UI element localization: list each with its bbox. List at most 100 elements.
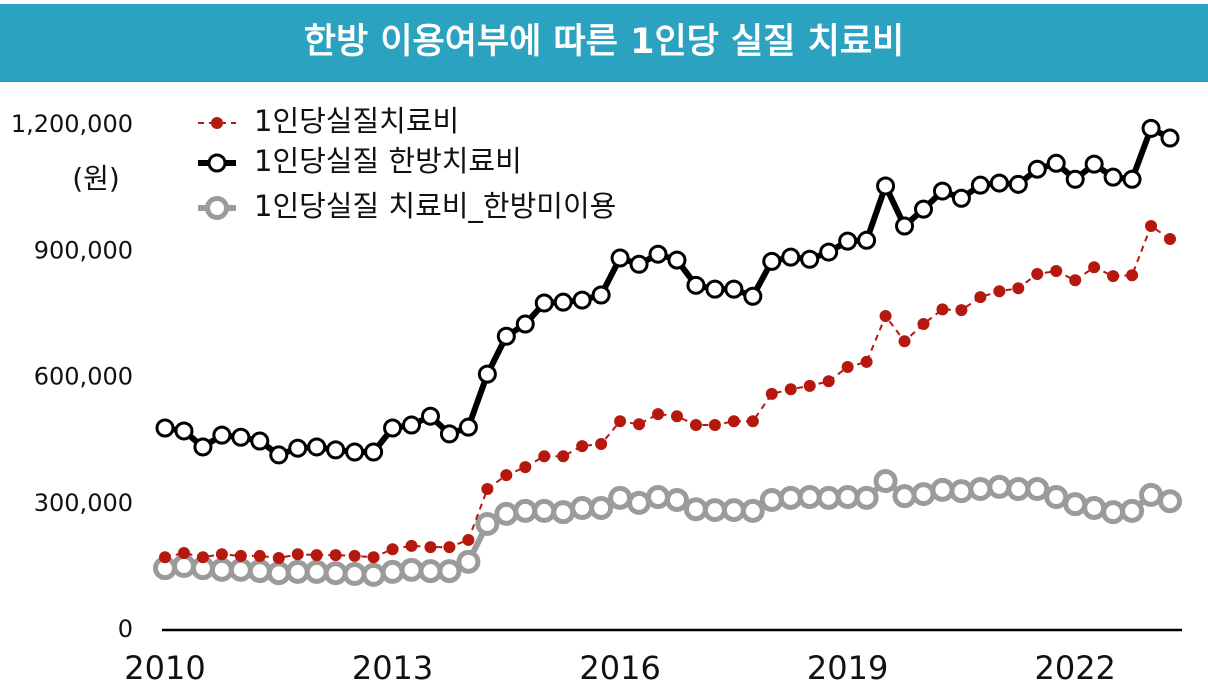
point [708,419,721,432]
x-tick-label: 2022 [1034,649,1115,687]
point [689,419,702,432]
point [532,498,557,523]
point [1025,477,1050,502]
point [876,176,896,196]
point [234,549,247,562]
point [892,484,917,509]
point [174,421,194,441]
point [955,304,968,317]
point [307,437,327,457]
point [500,469,513,482]
point [633,418,646,431]
point [572,290,592,310]
point [538,450,551,463]
point [835,485,860,510]
point [784,383,797,396]
point [591,285,611,305]
point [803,379,816,392]
point [1044,485,1069,510]
point [367,551,380,564]
point [1101,500,1126,525]
point [664,487,689,512]
point [917,318,930,331]
point [155,418,175,438]
point [247,559,272,584]
point [614,415,627,428]
point [1069,274,1082,287]
point [494,501,519,526]
point [405,539,418,552]
series [159,220,1176,565]
point [993,285,1006,298]
point [1126,269,1139,282]
point [253,549,266,562]
point [727,415,740,428]
point [215,548,228,561]
point [970,175,990,195]
y-tick-label: 600,000 [34,363,133,391]
point [610,248,630,268]
y-unit: (원) [72,162,120,195]
point [481,483,494,496]
point [930,477,955,502]
point [936,303,949,316]
point [310,549,323,562]
point [759,487,784,512]
series-line [164,225,1171,560]
point [841,360,854,373]
point [420,406,440,426]
point [345,442,365,462]
point [291,548,304,561]
point [974,291,987,304]
point [746,415,759,428]
x-tick-label: 2016 [579,649,660,687]
point [326,440,346,460]
point [269,445,289,465]
point [570,495,595,520]
point [667,250,687,270]
point [266,561,291,586]
point [1031,267,1044,280]
point [838,231,858,251]
point [551,500,576,525]
point [576,440,589,453]
point [515,314,535,334]
legend-label: 1인당실질치료비 [254,104,459,138]
point [1012,282,1025,295]
series [155,118,1180,465]
point [819,242,839,262]
point [670,410,683,423]
point [323,561,348,586]
point [402,415,422,435]
x-tick-label: 2013 [352,649,433,687]
point [879,310,892,323]
point [822,375,835,388]
point [1139,482,1164,507]
title-band [0,4,1208,82]
y-tick-label: 300,000 [34,489,133,517]
point [250,431,270,451]
point [1122,169,1142,189]
point [765,387,778,400]
point [686,275,706,295]
point [534,293,554,313]
point [177,546,190,559]
point [437,559,462,584]
legend-label: 1인당실질 치료비_한방미이용 [254,189,616,223]
point [519,461,532,474]
point [159,551,171,564]
point [364,442,384,462]
point [477,364,497,384]
point [557,450,570,463]
point [439,424,459,444]
point [361,562,386,587]
point [386,543,399,556]
point [989,173,1009,193]
point [816,485,841,510]
legend-marker [205,196,229,220]
point [1084,154,1104,174]
point [513,498,538,523]
point [1046,153,1066,173]
point [595,437,608,450]
